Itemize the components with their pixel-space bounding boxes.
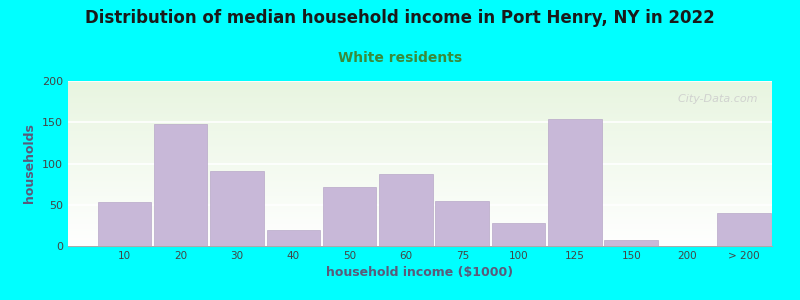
Bar	[323, 187, 376, 246]
Text: White residents: White residents	[338, 51, 462, 65]
Bar	[605, 240, 658, 246]
Text: City-Data.com: City-Data.com	[671, 94, 758, 104]
Bar	[435, 201, 489, 246]
Bar	[266, 230, 320, 246]
Bar	[98, 202, 151, 246]
Bar	[154, 124, 207, 246]
X-axis label: household income ($1000): household income ($1000)	[326, 266, 514, 279]
Bar	[717, 213, 770, 246]
Bar	[492, 223, 546, 246]
Bar	[210, 171, 264, 246]
Text: Distribution of median household income in Port Henry, NY in 2022: Distribution of median household income …	[85, 9, 715, 27]
Bar	[548, 119, 602, 246]
Bar	[379, 174, 433, 246]
Y-axis label: households: households	[23, 124, 37, 203]
